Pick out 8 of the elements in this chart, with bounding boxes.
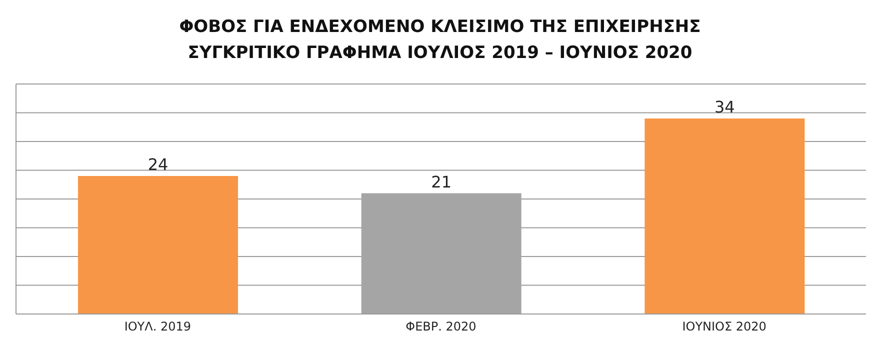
data-label: 21: [431, 172, 452, 192]
chart-subtitle: ΣΥΓΚΡΙΤΙΚΟ ΓΡΑΦΗΜΑ ΙΟΥΛΙΟΣ 2019 – ΙΟΥΝΙΟΣ 2020: [186, 42, 694, 65]
x-tick-label: ΙΟΥΛ. 2019: [124, 320, 192, 334]
x-tick-label: ΙΟΥΝΙΟΣ 2020: [682, 320, 766, 334]
data-label: 34: [714, 98, 735, 116]
data-label: 24: [148, 155, 168, 174]
chart-title: ΦΟΒΟΣ ΓΙΑ ΕΝΔΕΧΟΜΕΝΟ ΚΛΕΙΣΙΜΟ ΤΗΣ ΕΠΙΧΕΙΡΗΣΗΣ: [178, 16, 702, 39]
x-tick-label: ΦΕΒΡ. 2020: [406, 320, 476, 334]
